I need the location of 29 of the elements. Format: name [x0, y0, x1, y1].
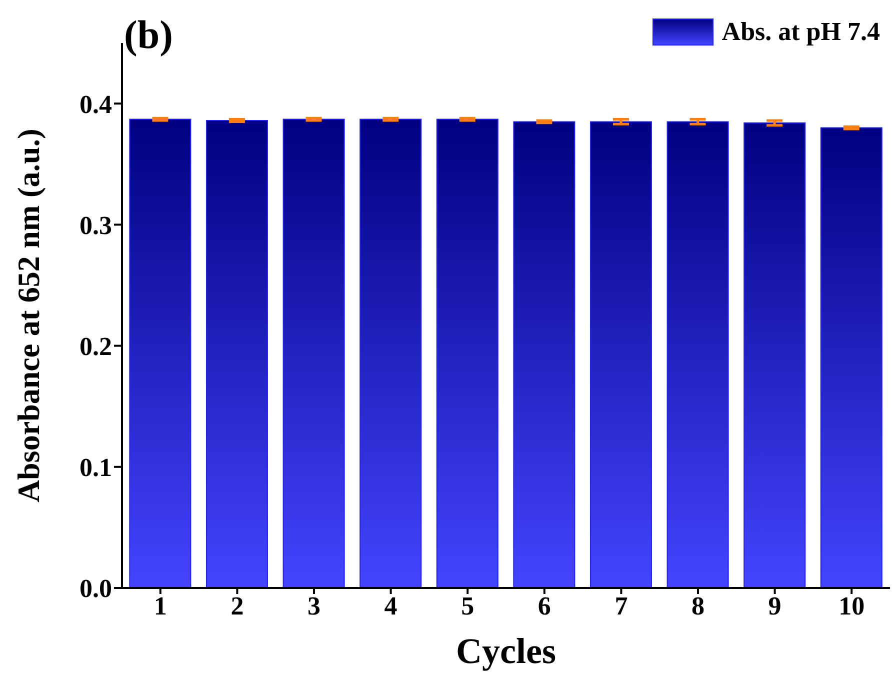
- x-tick-label: 4: [384, 591, 398, 620]
- x-tick-label: 1: [154, 591, 167, 620]
- bar: [129, 118, 192, 588]
- y-tick-label: 0.2: [80, 332, 112, 362]
- bar: [590, 121, 652, 588]
- x-tick-label: 5: [461, 591, 474, 620]
- x-tick-label: 10: [838, 591, 865, 620]
- bar: [820, 127, 882, 588]
- x-tick-label: 8: [692, 591, 704, 620]
- legend-label: Abs. at pH 7.4: [722, 17, 880, 47]
- bar: [666, 121, 729, 588]
- y-tick-label: 0.1: [80, 453, 112, 482]
- y-tick-label: 0.3: [80, 210, 112, 240]
- x-tick-label: 6: [538, 591, 551, 620]
- bar: [436, 118, 498, 588]
- x-axis-title: Cycles: [456, 631, 556, 671]
- x-tick-label: 7: [614, 591, 628, 620]
- bar: [282, 118, 345, 588]
- x-tick-label: 2: [230, 591, 244, 620]
- y-axis-title: Absorbance at 652 nm (a.u.): [11, 128, 46, 502]
- bar: [360, 118, 422, 588]
- x-tick-label: 9: [768, 591, 782, 620]
- bar: [206, 120, 268, 588]
- x-tick-label: 3: [308, 591, 320, 620]
- y-tick-label: 0.4: [80, 90, 112, 119]
- bar: [744, 122, 806, 588]
- y-tick-label: 0.0: [80, 574, 112, 604]
- annotation: (b): [124, 12, 173, 57]
- bar: [513, 121, 576, 588]
